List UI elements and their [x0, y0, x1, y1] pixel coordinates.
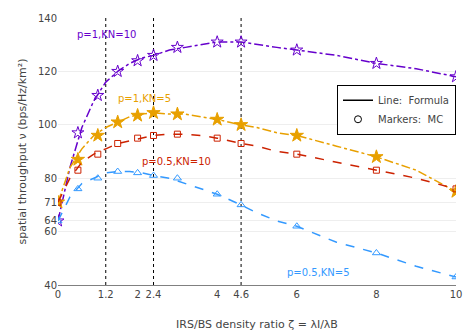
- svg-text:p=1,KN=10: p=1,KN=10: [77, 29, 136, 40]
- svg-text:140: 140: [38, 13, 57, 24]
- svg-text:40: 40: [44, 280, 57, 291]
- svg-text:2.4: 2.4: [146, 289, 162, 300]
- svg-text:p=1,KN=5: p=1,KN=5: [118, 93, 171, 104]
- svg-text:0: 0: [55, 289, 61, 300]
- svg-text:8: 8: [373, 289, 379, 300]
- svg-text:64: 64: [44, 215, 57, 226]
- svg-text:80: 80: [44, 173, 57, 184]
- svg-text:60: 60: [44, 226, 57, 237]
- svg-text:spatial throughput ν (bps/Hz/k: spatial throughput ν (bps/Hz/km²): [16, 59, 29, 245]
- svg-text:1.2: 1.2: [98, 289, 114, 300]
- svg-text:Line: Formula: Line: Formula: [378, 95, 449, 106]
- svg-text:p=0.5,KN=5: p=0.5,KN=5: [287, 267, 350, 278]
- svg-text:71: 71: [44, 197, 57, 208]
- svg-text:p=0.5,KN=10: p=0.5,KN=10: [142, 156, 211, 167]
- svg-text:6: 6: [294, 289, 300, 300]
- svg-text:IRS/BS density ratio ζ = λI/λB: IRS/BS density ratio ζ = λI/λB: [176, 318, 338, 331]
- svg-text:120: 120: [38, 66, 57, 77]
- svg-text:100: 100: [38, 119, 57, 130]
- svg-text:4: 4: [214, 289, 220, 300]
- svg-text:2: 2: [134, 289, 140, 300]
- svg-text:Markers: MC: Markers: MC: [378, 114, 443, 125]
- svg-text:10: 10: [450, 289, 463, 300]
- svg-text:4.6: 4.6: [233, 289, 249, 300]
